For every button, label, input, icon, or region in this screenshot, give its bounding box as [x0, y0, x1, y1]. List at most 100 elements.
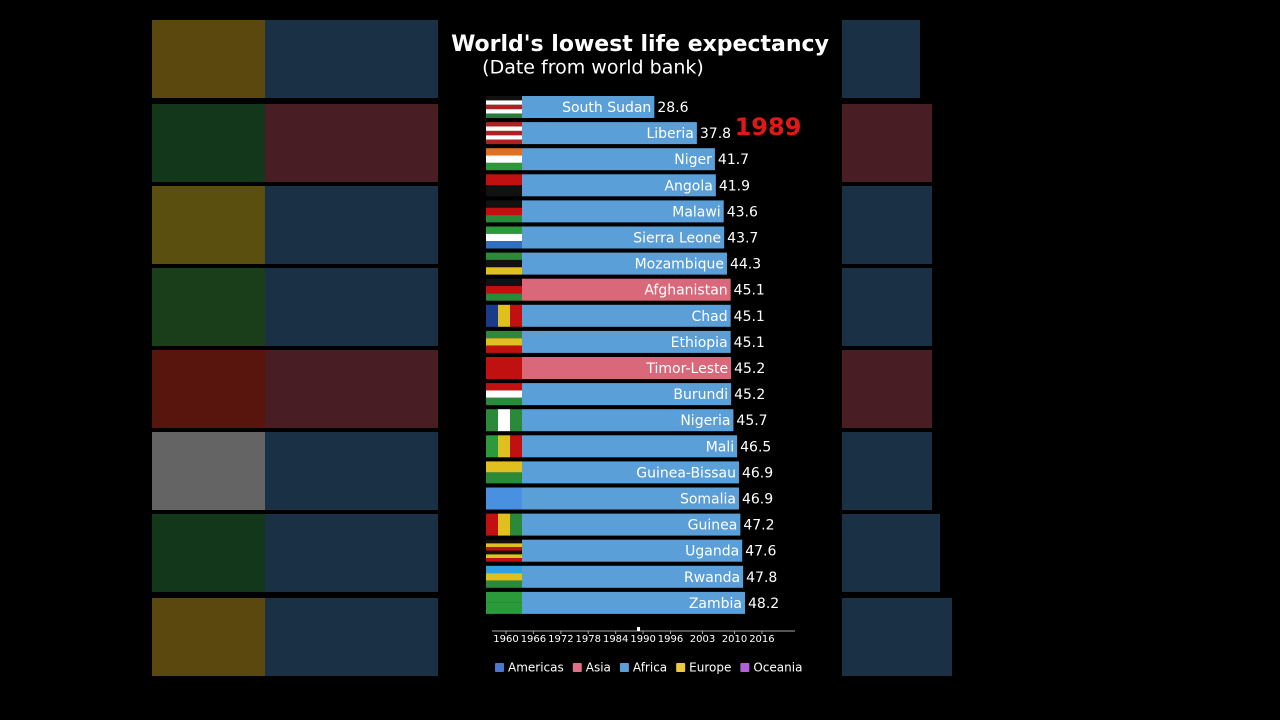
value-label: 41.9 — [719, 178, 750, 194]
flag-stripe — [486, 267, 522, 275]
timeline-tick-label: 1978 — [576, 634, 601, 645]
timeline-marker — [637, 627, 641, 631]
bar-label: Sierra Leone — [633, 231, 721, 247]
value-label: 45.1 — [734, 335, 765, 351]
flag-stripe — [486, 472, 522, 484]
flag-stripe — [486, 286, 522, 294]
bar-label: Liberia — [646, 126, 693, 142]
bar-label: Uganda — [685, 544, 739, 560]
timeline-tick-label: 1972 — [548, 634, 573, 645]
bar-label: Angola — [664, 178, 712, 194]
flag-stripe — [486, 155, 522, 163]
bar-label: Rwanda — [684, 570, 740, 586]
flag-stripe — [486, 233, 522, 242]
value-label: 48.2 — [748, 596, 779, 612]
bar — [522, 591, 745, 614]
flag-stripe — [486, 409, 498, 432]
flag-stripe — [486, 330, 522, 339]
value-label: 44.3 — [730, 257, 761, 273]
bar — [522, 357, 732, 379]
bar — [522, 409, 734, 432]
flag-stripe — [486, 148, 522, 156]
legend-label: Asia — [586, 661, 611, 675]
timeline-tick-label: 1966 — [521, 634, 546, 645]
value-label: 45.1 — [734, 283, 765, 299]
bar-label: Guinea — [688, 518, 738, 534]
flag-stripe — [486, 513, 498, 536]
value-label: 47.6 — [745, 544, 776, 560]
bar-label: Somalia — [680, 492, 736, 508]
legend-swatch — [619, 663, 629, 672]
timeline-tick-label: 2003 — [690, 634, 715, 645]
bar — [522, 487, 739, 510]
flag-stripe — [486, 113, 522, 118]
flag-stripe — [486, 293, 522, 301]
bar-label: South Sudan — [562, 100, 651, 116]
flag-stripe — [486, 185, 522, 197]
flag-stripe — [486, 278, 522, 287]
legend-label: Europe — [689, 661, 731, 675]
value-label: 47.2 — [743, 518, 774, 534]
legend-label: Oceania — [753, 661, 802, 675]
flag-stripe — [486, 200, 522, 208]
bar-label: Guinea-Bissau — [636, 465, 736, 481]
blurred-side-left — [152, 20, 438, 676]
flag-stripe — [486, 126, 522, 131]
flag-stripe — [486, 498, 522, 510]
flag-stripe — [486, 104, 522, 110]
value-label: 45.2 — [734, 387, 765, 403]
value-label: 43.7 — [727, 231, 758, 247]
timeline-tick-label: 2010 — [722, 634, 747, 645]
flag-stripe — [486, 565, 522, 574]
flag-stripe — [486, 368, 522, 379]
flag-stripe — [486, 174, 522, 186]
bar — [522, 539, 743, 562]
timeline-tick-label: 2016 — [749, 634, 774, 645]
flag-stripe — [498, 409, 510, 432]
bar — [522, 122, 697, 145]
flag-stripe — [486, 135, 522, 140]
flag-stripe — [486, 100, 522, 105]
flag-stripe — [486, 547, 522, 551]
bar — [522, 383, 732, 406]
legend-swatch — [572, 663, 582, 672]
flag-stripe — [486, 304, 498, 327]
flag-stripe — [498, 435, 510, 458]
flag-stripe — [486, 338, 522, 346]
legend-swatch — [676, 663, 686, 672]
flag-stripe — [486, 252, 522, 260]
value-label: 28.6 — [657, 100, 688, 116]
flag-stripe — [486, 109, 522, 114]
flag-stripe — [486, 591, 522, 603]
timeline-tick-label: 1960 — [493, 634, 518, 645]
bar — [522, 304, 731, 327]
bar-label: Chad — [692, 309, 728, 325]
flag-stripe — [486, 487, 522, 499]
flag-stripe — [486, 130, 522, 136]
timeline-tick-label: 1990 — [630, 634, 655, 645]
flag-stripe — [510, 513, 522, 536]
value-label: 46.9 — [742, 465, 773, 481]
flag-stripe — [486, 207, 522, 216]
bar — [522, 330, 731, 353]
flag-stripe — [486, 397, 522, 406]
flag-stripe — [486, 383, 522, 391]
value-label: 37.8 — [700, 126, 731, 142]
bar-label: Ethiopia — [671, 335, 728, 351]
flag-stripe — [486, 390, 522, 398]
bar — [522, 200, 724, 223]
flag-stripe — [486, 573, 522, 581]
flag-stripe — [486, 162, 522, 171]
bar — [522, 565, 744, 588]
legend-swatch — [740, 663, 750, 672]
flag-stripe — [486, 539, 522, 544]
bar — [522, 174, 716, 197]
flag-stripe — [486, 543, 522, 548]
flag-stripe — [486, 226, 522, 234]
value-label: 46.5 — [740, 439, 771, 455]
flag-stripe — [486, 215, 522, 223]
value-label: 41.7 — [718, 152, 749, 168]
bar — [522, 461, 739, 484]
bar-label: Niger — [674, 152, 712, 168]
bar-label: Timor-Leste — [645, 361, 728, 377]
